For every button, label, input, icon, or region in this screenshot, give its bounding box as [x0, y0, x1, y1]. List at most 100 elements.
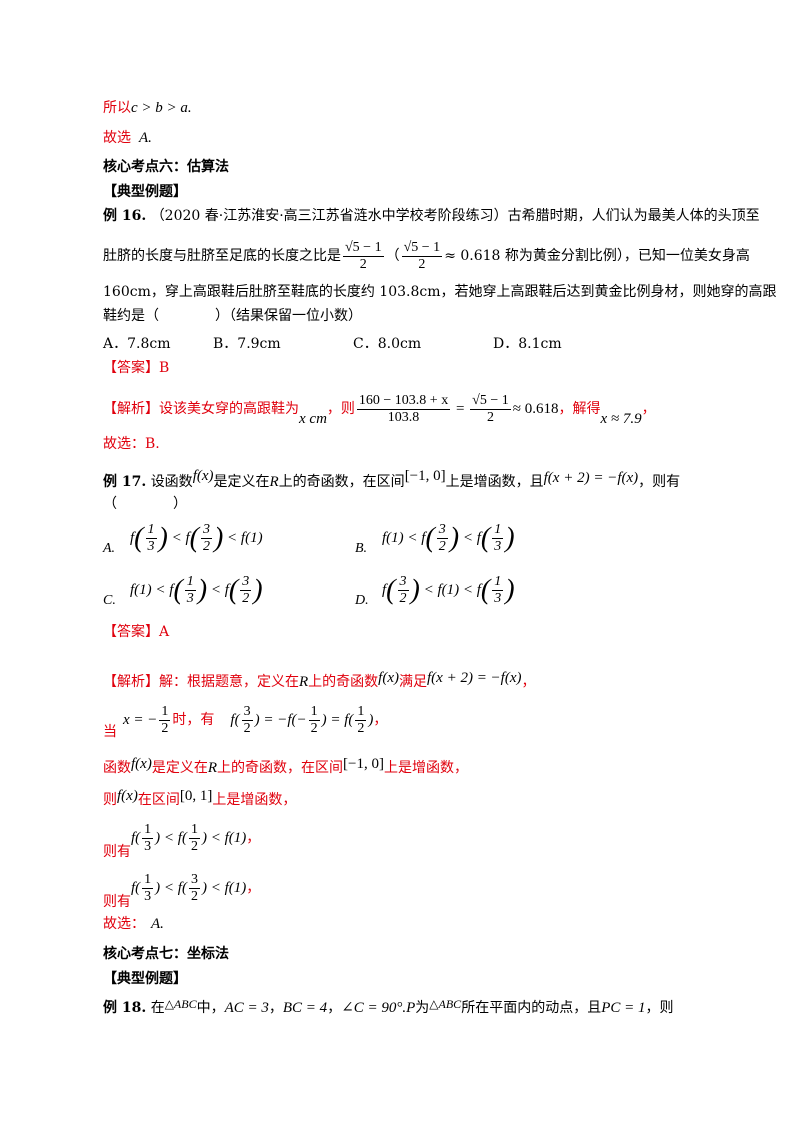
text: 是定义在 — [151, 760, 208, 776]
text: ， — [268, 1000, 283, 1016]
math: △ABC — [164, 997, 197, 1011]
ex17-line-1: 例 17. 设函数f(x)是定义在R上的奇函数，在区间[−1, 0]上是增函数，… — [103, 466, 680, 492]
ex17-option-c: f(1) < f(1 3) < f(3 2) — [130, 574, 263, 607]
text: 满足 — [399, 674, 427, 690]
denominator: 2 — [418, 256, 426, 272]
math: BC = 4 — [282, 1000, 328, 1016]
text: ，则 — [645, 1000, 674, 1016]
ex18-line-1: 例 18. 在△ABC中，AC = 3，BC = 4，∠C = 90°.P为△A… — [103, 994, 674, 1018]
math: x ≈ 7.9 — [600, 411, 642, 427]
ex17-option-d-label: D. — [355, 593, 369, 608]
ex17-option-b: f(1) < f(3 2) < f(1 3) — [382, 522, 515, 555]
math: ≈ 0.618 — [512, 401, 559, 417]
numerator: √5 − 1 — [343, 239, 384, 257]
text: 所在平面内的动点，且 — [461, 1000, 602, 1016]
denominator: 2 — [359, 256, 367, 272]
section-heading-6: 核心考点六：估算法 — [103, 159, 229, 175]
math: [0, 1] — [179, 788, 213, 804]
ex17-analysis-line-1: 【解析】解：根据题意，定义在R上的奇函数f(x)满足f(x + 2) = −f(… — [103, 668, 536, 692]
text: ， — [373, 712, 388, 728]
text: 则有 — [103, 894, 131, 910]
text: ，则 — [326, 401, 355, 417]
ex16-line-1: 例 16. （2020 春·江苏淮安·高三江苏省涟水中学校考阶段练习）古希腊时期… — [103, 206, 760, 226]
math: f(x + 2) = −f(x) — [427, 670, 522, 686]
ex16-answer: 【答案】B — [103, 360, 170, 376]
math: f(x) — [131, 756, 152, 772]
math: x cm — [299, 411, 327, 427]
ex17-analysis-line-2: 当x = −1 2 时，有 f(3 2) = −f(− 1 2) = f(1 2)， — [103, 703, 388, 741]
math: A. — [139, 130, 152, 146]
analysis-label: 【解析】 — [103, 674, 159, 690]
answer: 【答案】A — [103, 624, 170, 640]
text: （ — [385, 248, 400, 264]
math: c > b > a. — [131, 100, 192, 116]
ex17-option-b-label: B. — [355, 541, 368, 556]
ex17-option-a: f(1 3) < f(3 2) < f(1) — [130, 522, 263, 555]
text: 上是增函数，且 — [445, 474, 544, 490]
text: 故选 — [103, 130, 131, 146]
ex16-line-3: 160cm，穿上高跟鞋后肚脐至鞋底的长度约 103.8cm，若她穿上高跟鞋后达到… — [103, 284, 777, 300]
text: 设函数 — [150, 474, 193, 490]
math: △ABC — [429, 997, 462, 1011]
math: f(x) — [192, 468, 214, 484]
math: f(x) — [117, 788, 138, 804]
conclusion-line-1: 所以c > b > a. — [103, 98, 192, 118]
ex16-line-4: 鞋约是（ ）（结果保留一位小数） — [103, 308, 362, 324]
numerator: √5 − 1 — [470, 392, 511, 410]
ex16-option-c: C．8.0cm — [353, 336, 422, 352]
math: [−1, 0] — [404, 468, 446, 484]
text: 则有 — [103, 844, 131, 860]
ex17-paren: （ ） — [103, 496, 187, 512]
text: ， — [641, 401, 656, 417]
typical-example-heading-2: 【典型例题】 — [103, 971, 187, 987]
denominator: 103.8 — [387, 409, 420, 425]
text: 上的奇函数，在区间 — [278, 474, 405, 490]
text: 则 — [103, 792, 117, 808]
numerator: 160 − 103.8 + x — [356, 392, 451, 410]
math: f(x + 2) = −f(x) — [543, 470, 639, 486]
math: R — [207, 760, 217, 776]
text: ，解得 — [558, 401, 601, 417]
math: R — [299, 674, 309, 690]
text: ≈ 0.618 称为黄金分割比例），已知一位美女身高 — [444, 248, 750, 264]
typical-example-heading: 【典型例题】 — [103, 184, 187, 200]
math: AC = 3 — [224, 1000, 269, 1016]
text: 所以 — [103, 100, 131, 116]
text: 在区间 — [137, 792, 180, 808]
text: 故选： — [103, 916, 145, 932]
text: 是定义在 — [213, 474, 270, 490]
math: f(x) — [378, 670, 399, 686]
example-label: 例 16. — [103, 208, 147, 224]
example-label: 例 17. — [103, 474, 147, 490]
math: R — [269, 474, 279, 490]
section-heading-7: 核心考点七：坐标法 — [103, 946, 229, 962]
text: 为 — [415, 1000, 430, 1016]
ex16-option-d: D．8.1cm — [493, 336, 562, 352]
text: ， — [246, 880, 261, 896]
example-label: 例 18. — [103, 1000, 147, 1016]
ex17-option-a-label: A. — [103, 541, 116, 556]
text: 中， — [196, 1000, 225, 1016]
text: ， — [521, 674, 536, 690]
math: [−1, 0] — [343, 756, 384, 772]
text: 肚脐的长度与肚脐至足底的长度之比是 — [103, 248, 341, 264]
ex17-answer: 【答案】A — [103, 622, 169, 642]
ex17-analysis-line-5: 则有f(1 3) < f(1 2) < f(1)， — [103, 821, 261, 861]
ex17-option-c-label: C. — [103, 593, 116, 608]
analysis-label: 【解析】 — [103, 401, 159, 417]
numerator: √5 − 1 — [401, 239, 443, 257]
conclusion-line-2: 故选 A. — [103, 128, 152, 148]
ex16-option-b: B．7.9cm — [213, 336, 281, 352]
text: 函数 — [103, 760, 131, 776]
ex16-line-2: 肚脐的长度与肚脐至足底的长度之比是 √5 − 1 2 （√5 − 1 2 ≈ 0.618 … — [103, 238, 750, 274]
text: ， — [327, 1000, 342, 1016]
text: 上的奇函数 — [308, 674, 379, 690]
math: A. — [151, 916, 164, 932]
text: 上是增函数， — [383, 760, 468, 776]
text: ，则有 — [638, 474, 681, 490]
math: ∠C = 90°.P — [341, 1000, 416, 1016]
text: 解：根据题意，定义在 — [159, 674, 299, 690]
text: ， — [246, 830, 261, 846]
